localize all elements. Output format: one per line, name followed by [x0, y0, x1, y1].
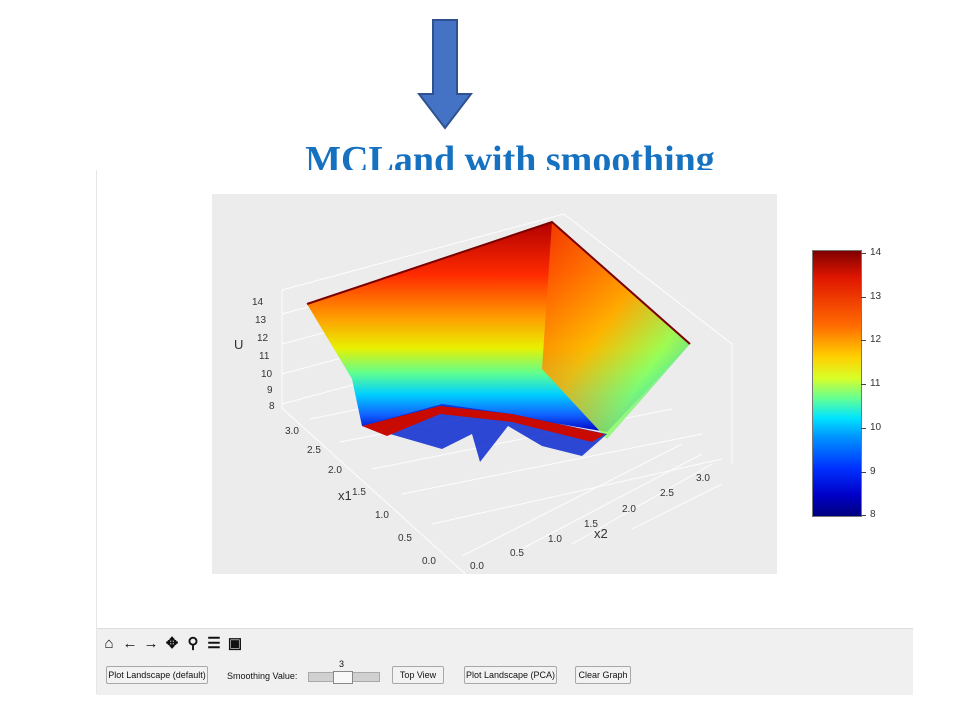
colorbar-tick-8: 8	[870, 509, 876, 520]
x2-tick-0.5: 0.5	[510, 548, 524, 559]
down-arrow-icon	[417, 19, 473, 130]
bottom-panel: ⌂ ← → ✥ ⚲ ☰ ▣ Plot Landscape (default) S…	[97, 628, 913, 695]
x1-tick-0.5: 0.5	[398, 533, 412, 544]
x2-tick-1.5: 1.5	[584, 519, 598, 530]
x2-tick-3.0: 3.0	[696, 473, 710, 484]
navigation-toolbar: ⌂ ← → ✥ ⚲ ☰ ▣	[99, 632, 245, 656]
plot-landscape-pca-button[interactable]: Plot Landscape (PCA)	[464, 666, 557, 684]
colorbar-tick-14: 14	[870, 247, 882, 258]
x2-tick-2.0: 2.0	[622, 504, 636, 515]
z-tick-13: 13	[255, 315, 267, 326]
z-tick-10: 10	[261, 369, 273, 380]
forward-arrow-icon[interactable]: →	[143, 634, 159, 652]
x1-tick-3.0: 3.0	[285, 426, 299, 437]
z-tick-11: 11	[259, 351, 270, 362]
colorbar-tick-9: 9	[870, 466, 876, 477]
save-icon[interactable]: ▣	[227, 635, 243, 652]
x1-tick-1.0: 1.0	[375, 510, 389, 521]
colorbar-tick-10: 10	[870, 422, 882, 433]
smoothing-slider[interactable]	[308, 671, 380, 684]
home-icon[interactable]: ⌂	[104, 634, 114, 652]
z-axis-label: U	[234, 337, 243, 352]
zoom-icon[interactable]: ⚲	[187, 635, 199, 652]
x1-tick-2.5: 2.5	[307, 445, 321, 456]
colorbar-tick-13: 13	[870, 291, 882, 302]
x1-tick-0.0: 0.0	[422, 556, 436, 567]
control-row: Plot Landscape (default) Smoothing Value…	[97, 659, 913, 689]
surface-plot-3d[interactable]: 14 13 12 11 10 9 8 U 3.0 2.5 2.0 1.5 1.0…	[212, 194, 777, 574]
z-tick-9: 9	[267, 385, 273, 396]
clear-graph-button[interactable]: Clear Graph	[575, 666, 631, 684]
x1-tick-2.0: 2.0	[328, 465, 342, 476]
colorbar-tick-11: 11	[870, 378, 881, 389]
back-arrow-icon[interactable]: ←	[122, 634, 138, 652]
pan-icon[interactable]: ✥	[165, 635, 179, 652]
colorbar: 14 13 12 11 10 9 8	[812, 247, 902, 520]
x2-axis-label: x2	[594, 526, 608, 541]
x2-tick-1.0: 1.0	[548, 534, 562, 545]
z-tick-14: 14	[252, 297, 264, 308]
smoothing-value-readout: 3	[339, 659, 345, 669]
top-view-button[interactable]: Top View	[392, 666, 444, 684]
smoothing-slider-handle[interactable]	[333, 671, 353, 684]
colorbar-gradient	[812, 250, 862, 517]
plot-landscape-default-button[interactable]: Plot Landscape (default)	[106, 666, 208, 684]
x2-tick-0.0: 0.0	[470, 561, 484, 572]
smoothing-value-label: Smoothing Value:	[227, 671, 298, 681]
z-tick-12: 12	[257, 333, 269, 344]
colorbar-tick-12: 12	[870, 334, 882, 345]
x1-tick-1.5: 1.5	[352, 487, 366, 498]
application-window: 14 13 12 11 10 9 8 U 3.0 2.5 2.0 1.5 1.0…	[96, 170, 913, 695]
x1-axis-label: x1	[338, 488, 352, 503]
configure-subplots-icon[interactable]: ☰	[207, 635, 221, 652]
x2-tick-2.5: 2.5	[660, 488, 674, 499]
energy-surface	[306, 220, 691, 462]
z-tick-8: 8	[269, 401, 275, 412]
